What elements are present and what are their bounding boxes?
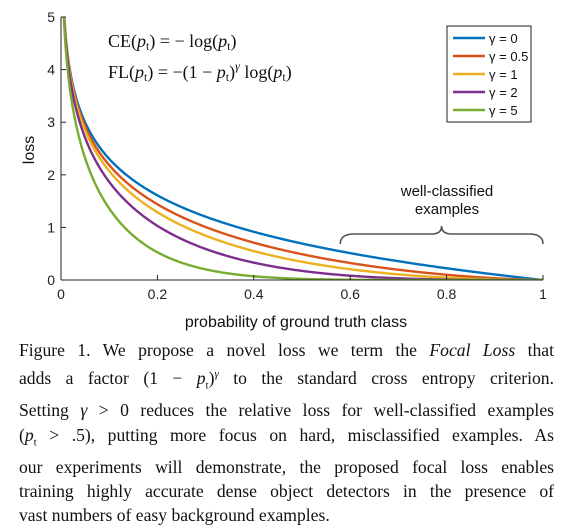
figure-caption: Figure 1. We propose a novel loss we ter… — [19, 338, 554, 528]
legend: γ = 0 γ = 0.5 γ = 1 γ = 2 γ = 5 — [446, 25, 532, 123]
series-line-gamma-5 — [62, 17, 543, 280]
caption-line-4: (pt > .5), putting more focus on hard, m… — [19, 424, 554, 449]
caption-line-2: adds a factor (1 − pt)γ to the standard … — [19, 368, 554, 392]
x-tick-label: 1 — [539, 286, 547, 302]
caption-line-6: training highly accurate dense object de… — [19, 480, 554, 501]
y-axis-label: loss — [21, 136, 38, 164]
caption-line-3: Setting γ > 0 reduces the relative loss … — [19, 400, 554, 421]
legend-entry: γ = 0.5 — [489, 49, 528, 64]
y-tick-label: 2 — [47, 167, 55, 183]
y-tick-label: 3 — [47, 114, 55, 130]
legend-entry: γ = 2 — [489, 85, 518, 100]
svg-text:FL(pt) = −(1 − pt)γ log(pt): FL(pt) = −(1 − pt)γ log(pt) — [108, 59, 292, 84]
formula-fl: FL(pt) = −(1 − pt)γ log(pt) — [108, 59, 292, 84]
caption-line-1: Figure 1. We propose a novel loss we ter… — [19, 340, 555, 360]
well-classified-annotation: well-classified examples — [339, 183, 544, 245]
x-tick-label: 0.2 — [148, 286, 168, 302]
y-tick-label: 1 — [47, 219, 55, 235]
annotation-brace — [339, 225, 544, 245]
axes-group — [60, 17, 543, 281]
x-axis-label: probability of ground truth class — [185, 314, 407, 331]
formula-ce: CE(pt) = − log(pt) — [108, 31, 236, 53]
caption-line-7: vast numbers of easy background examples… — [19, 505, 330, 526]
legend-entry: γ = 1 — [489, 67, 518, 82]
svg-text:CE(pt) = − log(pt): CE(pt) = − log(pt) — [108, 31, 236, 53]
caption-line-5: our experiments will demonstrate, the pr… — [19, 456, 554, 477]
series-line-gamma-0 — [63, 17, 543, 280]
annotation-line2: examples — [415, 201, 479, 218]
y-tick-label: 5 — [47, 9, 55, 25]
legend-entry: γ = 0 — [489, 31, 518, 46]
legend-entry: γ = 5 — [489, 103, 518, 118]
ticks-group: 0 0.2 0.4 0.6 0.8 1 0 1 2 3 4 5 — [47, 9, 547, 302]
y-tick-label: 0 — [47, 272, 55, 288]
x-tick-label: 0.6 — [340, 286, 360, 302]
series-line-gamma-1 — [62, 17, 543, 280]
x-tick-label: 0 — [57, 286, 65, 302]
x-tick-label: 0.4 — [244, 286, 264, 302]
focal-loss-chart: 0 0.2 0.4 0.6 0.8 1 0 1 2 3 4 5 loss probability of… — [21, 9, 547, 331]
series-line-gamma-0-5 — [62, 17, 543, 280]
x-tick-label: 0.8 — [437, 286, 457, 302]
y-tick-label: 4 — [47, 62, 55, 78]
annotation-line1: well-classified — [400, 183, 494, 200]
